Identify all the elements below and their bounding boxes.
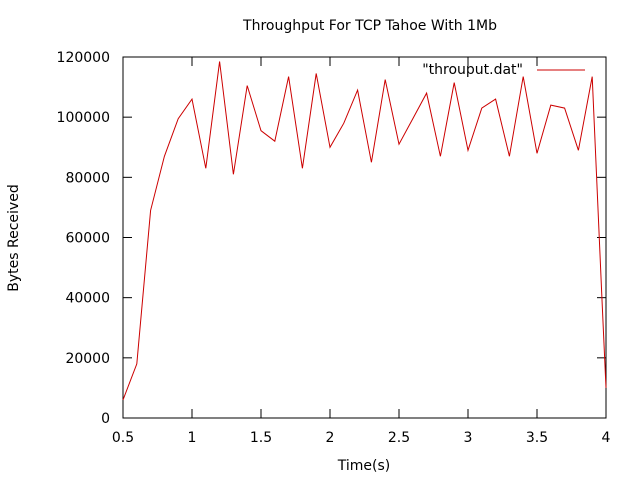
y-tick-label: 100000 bbox=[57, 110, 110, 126]
x-tick-label: 1.5 bbox=[250, 430, 272, 446]
x-axis: 0.5 1 1.5 2 2.5 3 3.5 4 bbox=[112, 57, 611, 446]
x-tick-label: 0.5 bbox=[112, 430, 134, 446]
x-tick-label: 4 bbox=[602, 430, 611, 446]
series-line bbox=[122, 61, 607, 401]
y-tick-label: 60000 bbox=[65, 231, 110, 247]
y-tick-label: 80000 bbox=[65, 170, 110, 186]
x-tick-label: 2 bbox=[326, 430, 335, 446]
y-tick-label: 120000 bbox=[57, 50, 110, 66]
y-axis: 0 20000 40000 60000 80000 100000 120000 bbox=[57, 50, 606, 427]
x-axis-label: Time(s) bbox=[337, 458, 390, 474]
plot-area-frame bbox=[122, 56, 607, 419]
y-tick-label: 20000 bbox=[65, 351, 110, 367]
y-axis-label: Bytes Received bbox=[6, 184, 22, 291]
series-layer bbox=[122, 61, 607, 401]
x-tick-label: 2.5 bbox=[388, 430, 410, 446]
y-tick-label: 0 bbox=[101, 411, 110, 427]
x-tick-label: 3 bbox=[464, 430, 473, 446]
legend-label: "throuput.dat" bbox=[422, 62, 523, 78]
x-tick-label: 1 bbox=[188, 430, 197, 446]
x-tick-label: 3.5 bbox=[526, 430, 548, 446]
chart-title: Throughput For TCP Tahoe With 1Mb bbox=[242, 18, 497, 34]
legend: "throuput.dat" bbox=[422, 62, 585, 78]
y-tick-label: 40000 bbox=[65, 291, 110, 307]
